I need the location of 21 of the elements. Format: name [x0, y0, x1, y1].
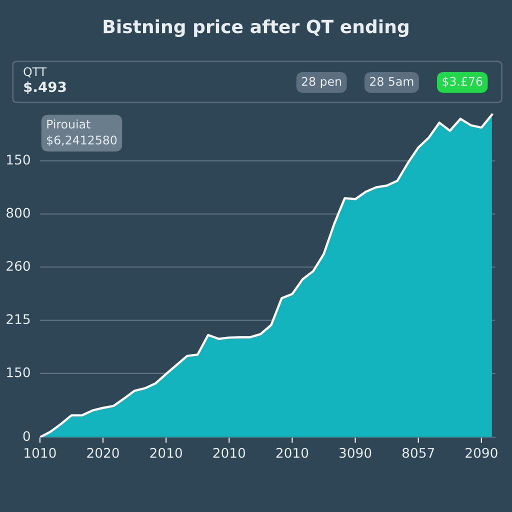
x-tick-label: 1010: [24, 448, 56, 458]
x-tick-label: 8057: [402, 448, 434, 458]
x-tick-label: 2020: [87, 448, 119, 458]
x-tick-label: 2010: [276, 448, 308, 458]
annotation: Pirouiat $6,2412580: [47, 119, 117, 146]
text: 150: [7, 367, 30, 378]
text: $.493: [24, 81, 66, 94]
chart-title: Bistning price after QT ending: [104, 19, 408, 37]
text: 28 pen: [302, 76, 342, 88]
text: 215: [6, 314, 30, 324]
x-tick-label: 2090: [466, 448, 498, 458]
x-tick-label: 2010: [213, 448, 246, 458]
text: 0: [23, 431, 30, 442]
text: 260: [6, 260, 30, 271]
text: QTT: [24, 67, 47, 78]
text: $3.£76: [442, 76, 482, 88]
text: 800: [6, 208, 30, 218]
x-tick-label: 3090: [340, 448, 372, 458]
text: 28 5am: [370, 76, 414, 86]
text: 150: [7, 154, 30, 165]
x-tick-label: 2010: [150, 448, 182, 458]
